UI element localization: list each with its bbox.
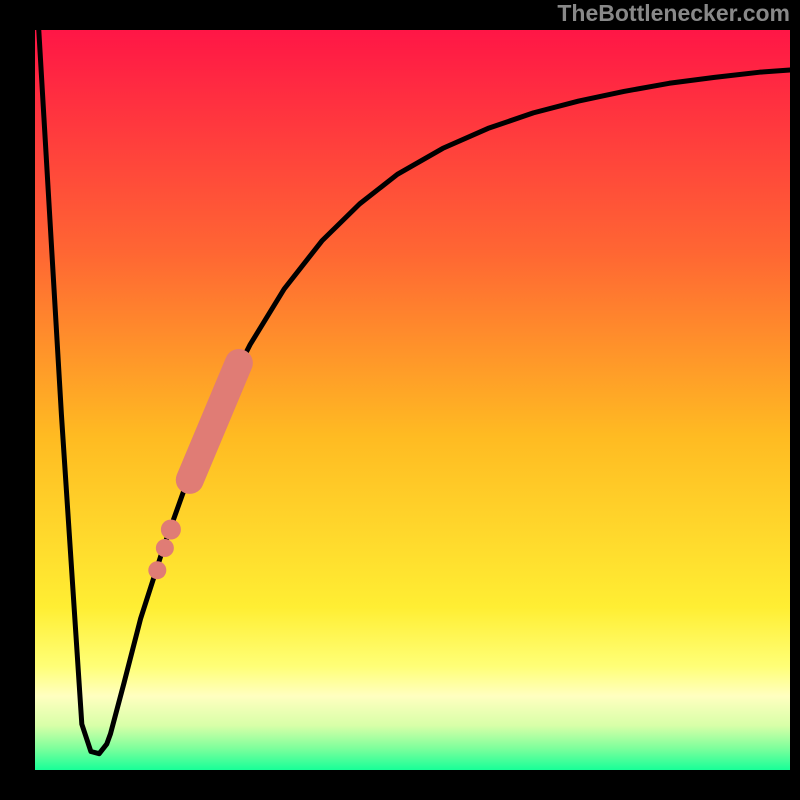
attribution-label: TheBottlenecker.com bbox=[557, 0, 790, 27]
chart-container: TheBottlenecker.com bbox=[0, 0, 800, 800]
marker-dot bbox=[148, 561, 166, 579]
bottleneck-chart bbox=[0, 0, 800, 800]
marker-dot bbox=[156, 539, 174, 557]
plot-background bbox=[35, 30, 790, 770]
marker-dot bbox=[161, 520, 181, 540]
